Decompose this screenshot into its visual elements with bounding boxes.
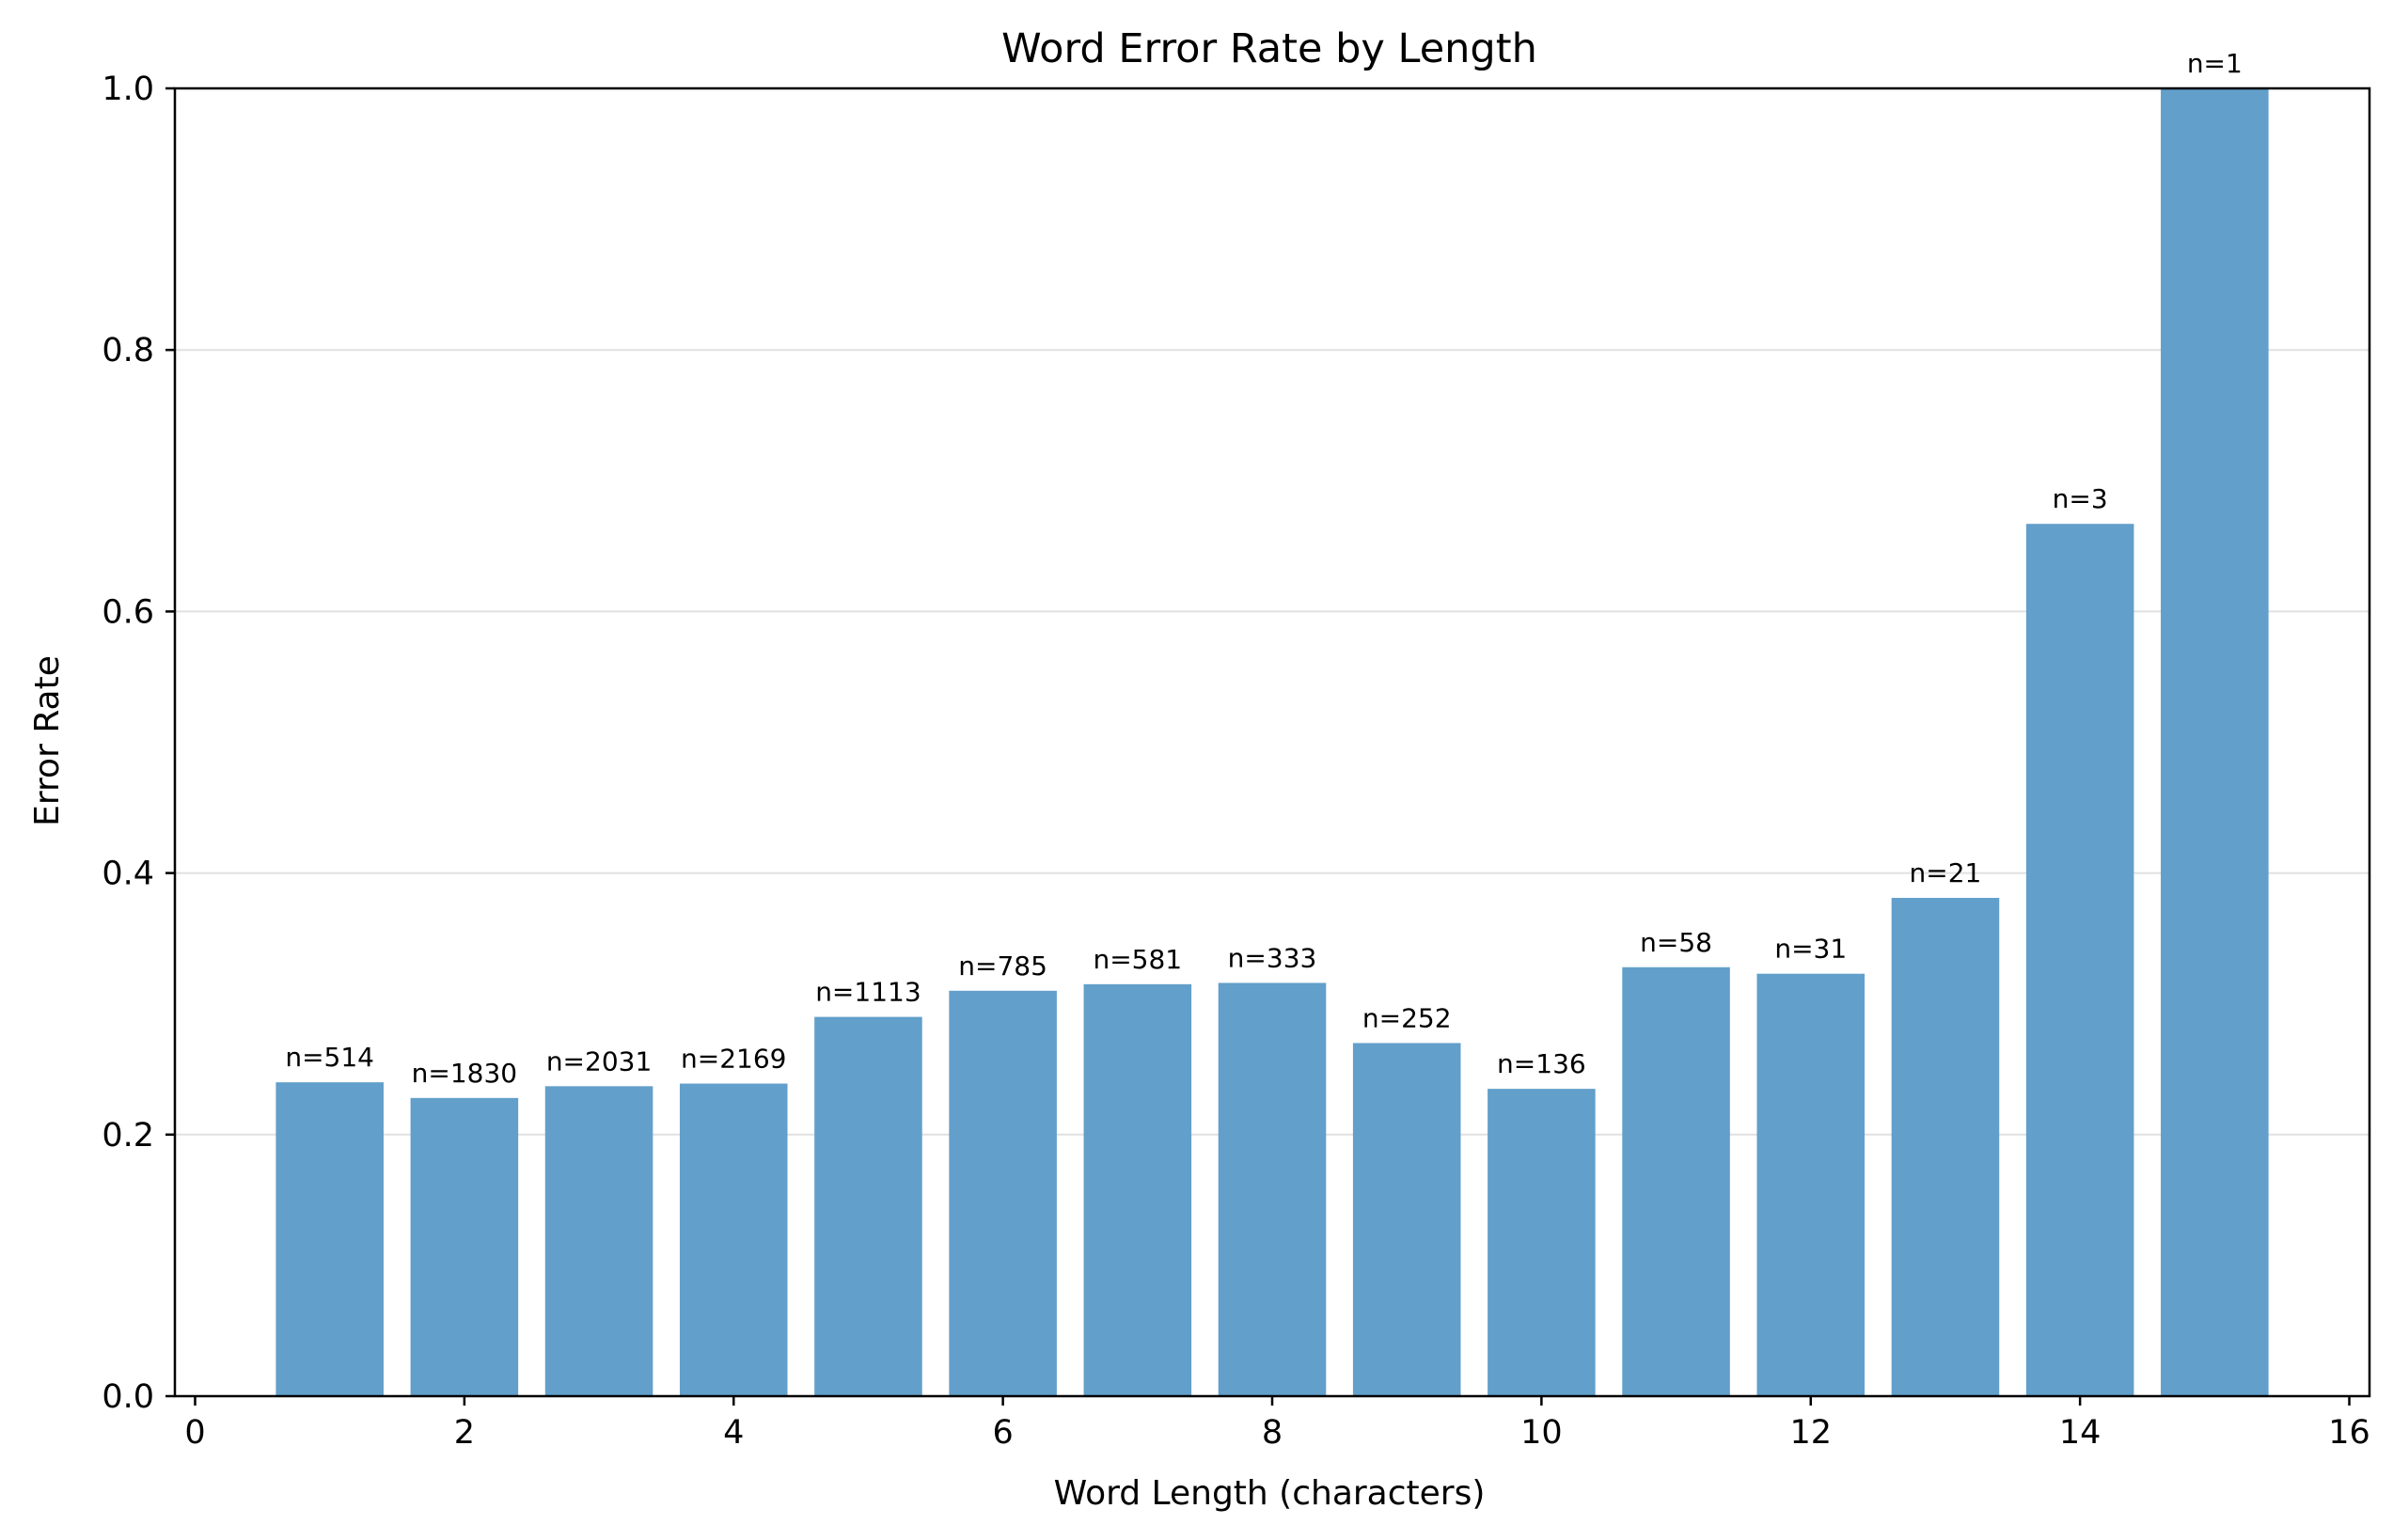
x-tick-label: 6 <box>992 1414 1013 1452</box>
bar <box>949 990 1057 1396</box>
bar-count-label: n=514 <box>285 1042 374 1073</box>
bar <box>2161 88 2269 1396</box>
bar <box>410 1097 519 1396</box>
y-tick-label: 0.2 <box>102 1117 154 1155</box>
x-axis-ticks: 0 2 4 6 8 10 12 14 16 <box>184 1396 2370 1452</box>
y-tick-label: 1.0 <box>102 71 154 108</box>
x-tick-label: 2 <box>454 1414 475 1452</box>
y-tick-label: 0.4 <box>102 856 154 893</box>
bar-count-label: n=21 <box>1910 857 1982 888</box>
x-axis-label: Word Length (characters) <box>1054 1474 1486 1513</box>
bar <box>2025 524 2134 1396</box>
bar-count-label: n=1830 <box>412 1058 517 1089</box>
bars <box>276 88 2269 1396</box>
bar <box>276 1082 384 1396</box>
bar-count-label: n=2169 <box>681 1044 786 1075</box>
chart-title: Word Error Rate by Length <box>1001 25 1537 72</box>
bar <box>814 1016 922 1396</box>
bar-count-labels: n=514 n=1830 n=2031 n=2169 n=1113 n=785 n=581 n… <box>285 48 2243 1089</box>
bar-count-label: n=1113 <box>815 977 921 1008</box>
bar-count-label: n=333 <box>1228 942 1317 973</box>
x-tick-label: 4 <box>723 1414 744 1452</box>
bar <box>1891 898 2000 1396</box>
bar <box>1352 1043 1461 1396</box>
y-axis-label: Error Rate <box>28 655 67 826</box>
bar-count-label: n=581 <box>1093 944 1182 975</box>
x-tick-label: 16 <box>2328 1414 2370 1452</box>
y-tick-label: 0.0 <box>102 1378 154 1416</box>
bar-count-label: n=1 <box>2187 48 2243 79</box>
bar <box>1622 966 1730 1396</box>
bar-count-label: n=785 <box>958 951 1047 982</box>
bar-count-label: n=136 <box>1497 1048 1586 1079</box>
bar-count-label: n=31 <box>1774 934 1847 965</box>
bar <box>679 1083 788 1396</box>
bar <box>544 1086 653 1396</box>
x-tick-label: 8 <box>1262 1414 1283 1452</box>
y-tick-label: 0.8 <box>102 332 154 369</box>
bar <box>1488 1089 1596 1396</box>
bar-count-label: n=3 <box>2053 483 2108 514</box>
y-axis-ticks: 0.0 0.2 0.4 0.6 0.8 1.0 <box>102 71 175 1416</box>
bar <box>1218 982 1327 1396</box>
bar-count-label: n=252 <box>1362 1002 1452 1033</box>
bar <box>1083 983 1192 1396</box>
y-tick-label: 0.6 <box>102 593 154 631</box>
bar <box>1756 973 1866 1396</box>
bar-count-label: n=58 <box>1640 927 1712 958</box>
x-tick-label: 0 <box>184 1414 205 1452</box>
x-tick-label: 14 <box>2059 1414 2102 1452</box>
x-tick-label: 12 <box>1789 1414 1832 1452</box>
bar-count-label: n=2031 <box>546 1045 652 1076</box>
x-tick-label: 10 <box>1520 1414 1563 1452</box>
